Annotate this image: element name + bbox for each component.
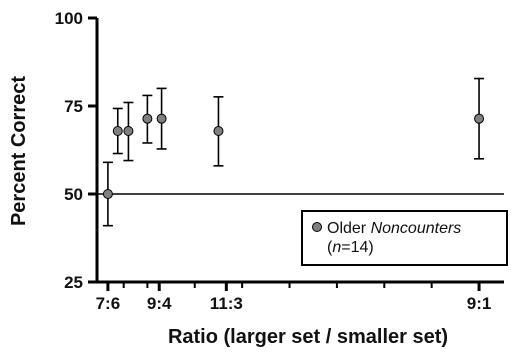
x-axis-title: Ratio (larger set / smaller set): [168, 326, 448, 348]
data-point: [156, 113, 167, 124]
x-tick-label: 9:1: [467, 294, 492, 313]
data-point-group: [213, 96, 224, 167]
data-point: [474, 113, 485, 124]
data-point: [142, 113, 153, 124]
data-point-group: [142, 94, 153, 144]
x-tick-label: 11:3: [210, 294, 243, 313]
legend-label-prefix: Older: [327, 220, 371, 237]
y-tick-label: 25: [64, 273, 83, 292]
y-tick-label: 50: [64, 185, 83, 204]
data-point-group: [156, 87, 167, 150]
plot-area: [97, 77, 504, 227]
legend-label-line2: (n=14): [327, 239, 374, 256]
legend: Older Noncounters (n=14): [301, 210, 508, 266]
y-tick-label: 75: [64, 97, 83, 116]
y-tick-label: 100: [55, 9, 83, 28]
y-axis: 25 50 75 100: [55, 9, 99, 292]
data-point-group: [123, 101, 134, 162]
legend-n-rest: =14): [341, 239, 373, 256]
data-point-group: [474, 77, 485, 160]
legend-n-open: (: [327, 239, 333, 256]
x-tick-label: 9:4: [147, 294, 172, 313]
data-point-group: [102, 161, 113, 227]
x-tick-label: 7:6: [96, 294, 121, 313]
data-point: [102, 189, 113, 199]
legend-n-italic: n: [332, 239, 341, 256]
x-axis: 7:6 9:4 11:3 9:1: [96, 280, 504, 313]
data-point: [213, 125, 224, 136]
legend-label-italic: Noncounters: [371, 220, 462, 237]
legend-box: [301, 210, 508, 266]
data-point: [123, 125, 134, 136]
legend-label-line1: Older Noncounters: [327, 220, 461, 237]
y-axis-title: Percent Correct: [8, 76, 30, 226]
legend-marker: [312, 222, 322, 232]
data-point: [112, 125, 123, 136]
data-point-group: [112, 107, 123, 155]
